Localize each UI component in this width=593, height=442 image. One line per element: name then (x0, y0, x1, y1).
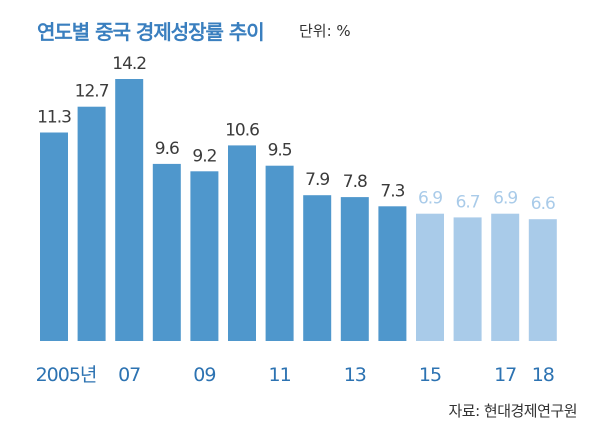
value-label-2017: 6.9 (493, 189, 517, 209)
source-label: 자료: 현대경제연구원 (448, 402, 577, 420)
value-label-2018: 6.6 (531, 194, 555, 214)
bar-2008 (152, 163, 181, 341)
bar-2011 (265, 165, 294, 341)
bar-2015 (416, 213, 444, 341)
bar-2007 (115, 79, 144, 341)
value-label-2006: 12.7 (75, 82, 109, 102)
bar-2006 (77, 106, 106, 341)
value-label-2010: 10.6 (225, 120, 259, 140)
chart-title: 연도별 중국 경제성장률 추이 (37, 20, 265, 44)
bar-2018 (528, 219, 557, 341)
x-tick-2011: 11 (269, 364, 291, 386)
x-tick-2017: 17 (494, 364, 516, 386)
x-tick-2013: 13 (344, 364, 366, 386)
bar-2010 (228, 145, 256, 341)
value-label-2016: 6.7 (456, 192, 480, 212)
value-label-2008: 9.6 (155, 139, 179, 159)
bar-2005 (40, 132, 68, 341)
bar-2017 (491, 213, 520, 341)
x-tick-2018: 18 (532, 364, 554, 386)
value-label-2015: 6.9 (418, 189, 442, 209)
x-tick-2009: 09 (193, 364, 215, 386)
bar-2009 (190, 171, 219, 341)
x-tick-2007: 07 (118, 364, 140, 386)
unit-label: 단위: % (299, 22, 351, 40)
bar-2016 (453, 217, 482, 341)
value-label-2014: 7.3 (380, 181, 404, 201)
bar-2014 (378, 206, 407, 341)
value-label-2005: 11.3 (37, 108, 71, 128)
value-label-2011: 9.5 (268, 141, 292, 161)
value-label-2013: 7.8 (343, 172, 367, 192)
x-tick-2005: 2005년 (36, 364, 97, 386)
value-label-2007: 14.2 (112, 54, 146, 74)
x-tick-2015: 15 (419, 364, 441, 386)
value-label-2012: 7.9 (305, 170, 329, 190)
bar-2012 (303, 195, 332, 341)
bar-2013 (340, 197, 369, 341)
value-label-2009: 9.2 (192, 146, 216, 166)
